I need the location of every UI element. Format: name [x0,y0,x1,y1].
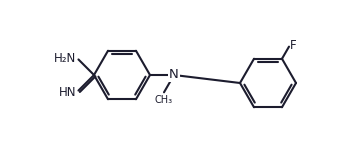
Text: H₂N: H₂N [54,52,76,65]
Text: N: N [169,67,179,80]
Text: HN: HN [59,86,76,99]
Text: F: F [290,39,297,52]
Text: CH₃: CH₃ [155,95,173,105]
